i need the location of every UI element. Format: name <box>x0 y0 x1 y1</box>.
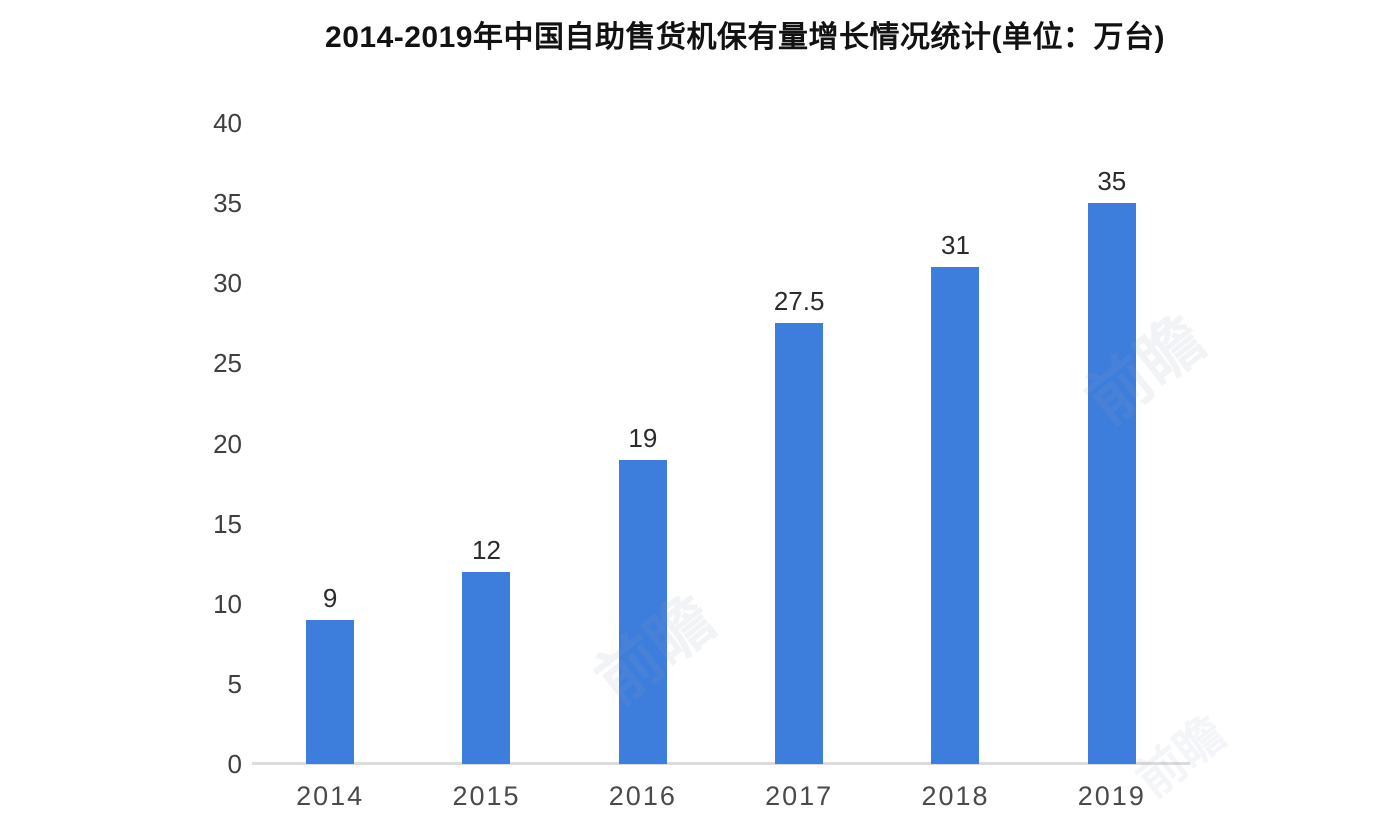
bar-slot: 9 <box>252 585 408 764</box>
bar-value-label: 19 <box>628 422 658 453</box>
bar-slot: 12 <box>408 537 564 764</box>
x-tick-label: 2014 <box>296 781 365 811</box>
x-tick-label: 2019 <box>1077 781 1146 811</box>
bar-slot: 19 <box>565 425 721 764</box>
bar-2019 <box>1087 203 1136 764</box>
x-tick-label: 2015 <box>452 781 521 811</box>
bar-value-label: 27.5 <box>773 286 825 317</box>
bar-2017 <box>775 323 824 764</box>
x-axis: 2014 2015 2016 2017 2018 2019 <box>252 781 1190 812</box>
x-tick-label: 2017 <box>765 781 834 811</box>
y-tick-label: 15 <box>213 508 242 539</box>
bar-2015 <box>462 571 511 764</box>
x-tick-label: 2018 <box>921 781 990 811</box>
y-tick-label: 10 <box>213 588 242 619</box>
bar-2016 <box>618 459 667 764</box>
y-tick-label: 25 <box>213 348 242 379</box>
bar-slot: 27.5 <box>721 288 877 764</box>
bar-slot: 35 <box>1034 168 1190 764</box>
y-tick-label: 35 <box>213 188 242 219</box>
x-axis-line <box>252 762 1190 765</box>
x-tick-label: 2016 <box>608 781 677 811</box>
bar-value-label: 31 <box>941 230 970 261</box>
bar-value-label: 35 <box>1097 166 1127 197</box>
y-tick-label: 5 <box>227 668 242 699</box>
y-tick-label: 0 <box>227 749 242 779</box>
bar-2018 <box>931 267 980 764</box>
y-tick-label: 20 <box>213 428 242 459</box>
y-tick-label: 40 <box>213 108 242 138</box>
bar-slot: 31 <box>877 232 1033 764</box>
chart-title: 2014-2019年中国自助售货机保有量增长情况统计(单位：万台) <box>325 21 1165 54</box>
bar-value-label: 9 <box>322 582 338 613</box>
bar-value-label: 12 <box>472 534 501 565</box>
bars-area: 9 12 19 27.5 31 35 <box>252 123 1190 764</box>
bar-2014 <box>306 619 355 764</box>
y-tick-label: 30 <box>213 268 242 299</box>
